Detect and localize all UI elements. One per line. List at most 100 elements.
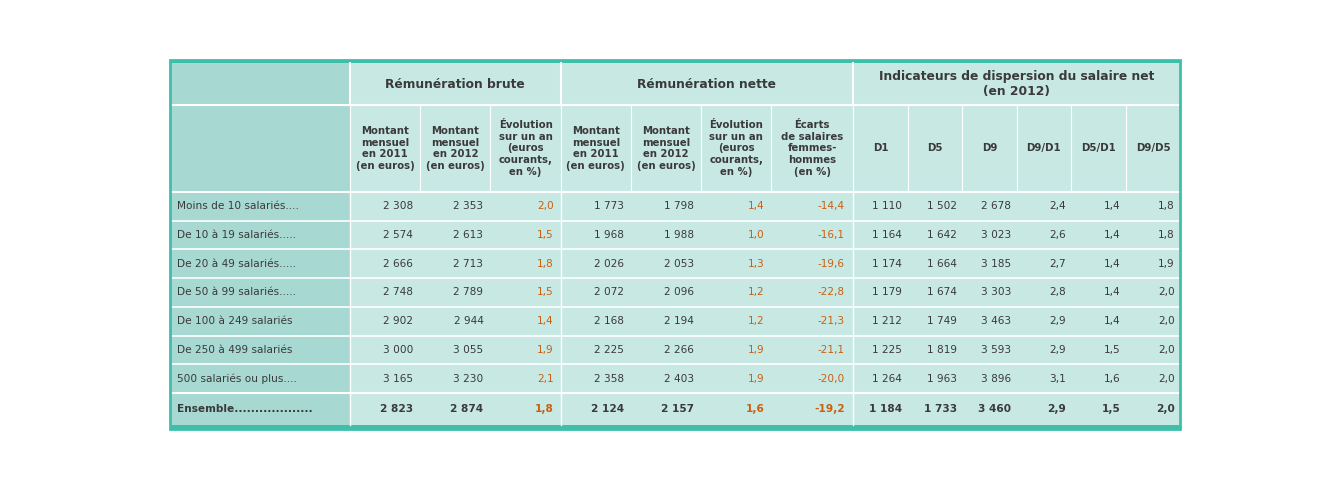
Bar <box>963 364 1017 393</box>
Bar <box>350 249 420 278</box>
Text: -21,3: -21,3 <box>818 316 846 326</box>
Text: Écarts
de salaires
femmes-
hommes
(en %): Écarts de salaires femmes- hommes (en %) <box>781 120 843 177</box>
Text: 1,9: 1,9 <box>1158 259 1175 269</box>
Text: 2,4: 2,4 <box>1050 201 1065 211</box>
Bar <box>907 221 963 249</box>
Text: 1,5: 1,5 <box>537 287 553 298</box>
Bar <box>420 192 490 221</box>
Text: 1,5: 1,5 <box>537 230 553 240</box>
Text: 1,6: 1,6 <box>1104 374 1121 384</box>
Bar <box>963 105 1017 192</box>
Bar <box>1071 192 1126 221</box>
Text: 1 184: 1 184 <box>869 404 902 414</box>
Text: 1,4: 1,4 <box>1104 230 1121 240</box>
Bar <box>350 307 420 335</box>
Text: De 10 à 19 salariés.....: De 10 à 19 salariés..... <box>176 230 296 240</box>
Bar <box>1017 278 1071 307</box>
Bar <box>1017 249 1071 278</box>
Bar <box>772 335 853 364</box>
Text: 1,8: 1,8 <box>1158 230 1175 240</box>
Bar <box>561 335 631 364</box>
Bar <box>907 192 963 221</box>
Bar <box>490 249 561 278</box>
Text: 2 353: 2 353 <box>453 201 483 211</box>
Text: 2 157: 2 157 <box>661 404 694 414</box>
Text: 1 164: 1 164 <box>872 230 902 240</box>
Text: 2 358: 2 358 <box>594 374 624 384</box>
Bar <box>631 249 701 278</box>
Text: 1 179: 1 179 <box>872 287 902 298</box>
Text: 2 613: 2 613 <box>453 230 483 240</box>
Text: 3 303: 3 303 <box>981 287 1011 298</box>
Text: -21,1: -21,1 <box>818 345 846 355</box>
Bar <box>490 364 561 393</box>
Bar <box>853 249 907 278</box>
Bar <box>701 221 772 249</box>
Bar <box>963 335 1017 364</box>
Text: 1,3: 1,3 <box>748 259 764 269</box>
Text: 1,5: 1,5 <box>1104 345 1121 355</box>
Text: 2 666: 2 666 <box>383 259 414 269</box>
Bar <box>1126 393 1180 425</box>
Bar <box>963 307 1017 335</box>
Bar <box>853 192 907 221</box>
Text: D9: D9 <box>981 143 997 153</box>
Bar <box>1071 105 1126 192</box>
Bar <box>170 105 350 192</box>
Bar <box>1126 335 1180 364</box>
Bar <box>350 221 420 249</box>
Bar <box>907 105 963 192</box>
Text: D5/D1: D5/D1 <box>1081 143 1115 153</box>
Text: 1 773: 1 773 <box>594 201 624 211</box>
Bar <box>701 192 772 221</box>
Text: 1,6: 1,6 <box>745 404 764 414</box>
Bar <box>490 221 561 249</box>
Bar <box>490 278 561 307</box>
Text: 2,0: 2,0 <box>1158 316 1175 326</box>
Text: D9/D1: D9/D1 <box>1027 143 1062 153</box>
Text: 1,4: 1,4 <box>748 201 764 211</box>
Text: -19,6: -19,6 <box>818 259 846 269</box>
Bar <box>907 249 963 278</box>
Text: 2,7: 2,7 <box>1050 259 1065 269</box>
Text: 2 678: 2 678 <box>981 201 1011 211</box>
Bar <box>1126 105 1180 192</box>
Bar <box>701 307 772 335</box>
Bar <box>907 335 963 364</box>
Bar <box>1126 307 1180 335</box>
Bar <box>853 105 907 192</box>
Text: Montant
mensuel
en 2012
(en euros): Montant mensuel en 2012 (en euros) <box>636 126 695 171</box>
Text: -19,2: -19,2 <box>814 404 846 414</box>
Text: 2,0: 2,0 <box>1158 374 1175 384</box>
Text: 1,4: 1,4 <box>1104 259 1121 269</box>
Bar <box>350 364 420 393</box>
Bar <box>350 335 420 364</box>
Text: Montant
mensuel
en 2011
(en euros): Montant mensuel en 2011 (en euros) <box>566 126 626 171</box>
Bar <box>631 364 701 393</box>
Text: -20,0: -20,0 <box>818 374 846 384</box>
Bar <box>701 278 772 307</box>
Text: 1,4: 1,4 <box>1104 316 1121 326</box>
Text: 2 944: 2 944 <box>453 316 483 326</box>
Text: 1,0: 1,0 <box>748 230 764 240</box>
Text: 2 168: 2 168 <box>594 316 624 326</box>
Bar <box>907 278 963 307</box>
Text: -22,8: -22,8 <box>818 287 846 298</box>
Text: 1 212: 1 212 <box>872 316 902 326</box>
Bar <box>1017 335 1071 364</box>
Bar <box>853 221 907 249</box>
Bar <box>1126 278 1180 307</box>
Bar <box>907 364 963 393</box>
Text: 2,0: 2,0 <box>1156 404 1175 414</box>
Bar <box>490 307 561 335</box>
Bar <box>561 364 631 393</box>
Bar <box>907 307 963 335</box>
Text: -16,1: -16,1 <box>818 230 846 240</box>
Bar <box>170 60 1180 63</box>
Text: 1 798: 1 798 <box>664 201 694 211</box>
Text: 2 308: 2 308 <box>383 201 414 211</box>
Text: D9/D5: D9/D5 <box>1135 143 1171 153</box>
Bar <box>1017 393 1071 425</box>
Bar <box>1126 249 1180 278</box>
Text: 1 674: 1 674 <box>927 287 956 298</box>
